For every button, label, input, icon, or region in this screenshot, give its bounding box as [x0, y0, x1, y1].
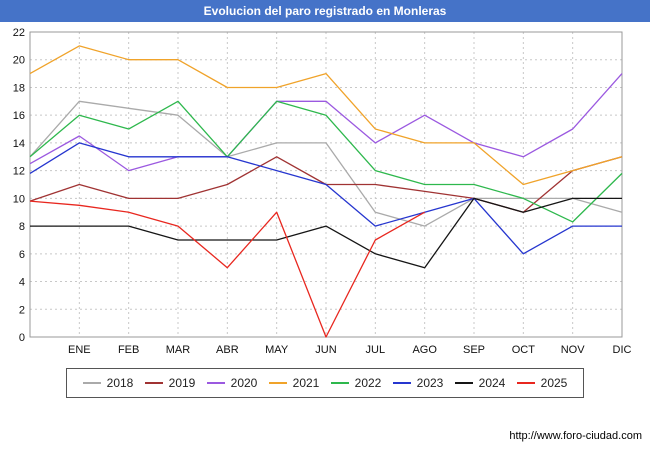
y-tick-label: 18 [13, 82, 25, 94]
chart-area: 0 2 4 6 8 10 12 14 16 18 20 22 ENE FEB MAR ABR MAY JUN JUL… [0, 22, 650, 362]
x-tick-label: DIC [613, 344, 632, 356]
y-tick-label: 10 [13, 193, 25, 205]
legend-swatch-2019 [144, 382, 163, 384]
y-tick-label: 0 [19, 332, 25, 344]
legend-item-2019: 2019 [144, 376, 196, 390]
line-chart: 0 2 4 6 8 10 12 14 16 18 20 22 ENE FEB MAR ABR MAY JUN JUL… [13, 27, 632, 356]
x-tick-label: ABR [216, 344, 239, 356]
y-tick-label: 22 [13, 27, 25, 39]
y-tick-label: 8 [19, 221, 25, 233]
x-tick-label: OCT [512, 344, 536, 356]
series-line-2024 [30, 197, 622, 269]
y-tick-label: 6 [19, 249, 25, 261]
legend-item-2020: 2020 [206, 376, 258, 390]
series-line-2025 [29, 200, 426, 338]
legend-swatch-2020 [206, 382, 225, 384]
legend-label-2019: 2019 [168, 376, 196, 390]
legend-label-2025: 2025 [540, 376, 568, 390]
y-tick-label: 16 [13, 110, 25, 122]
legend-item-2023: 2023 [392, 376, 444, 390]
legend-label-2024: 2024 [478, 376, 506, 390]
legend-item-2018: 2018 [82, 376, 134, 390]
y-tick-label: 12 [13, 166, 25, 178]
x-tick-label: JUL [366, 344, 386, 356]
chart-title: Evolucion del paro registrado en Monlera… [0, 0, 650, 22]
x-tick-label: AGO [412, 344, 437, 356]
legend-swatch-2023 [392, 382, 411, 384]
x-tick-label: SEP [463, 344, 485, 356]
y-tick-label: 4 [19, 277, 25, 289]
x-tick-label: FEB [118, 344, 139, 356]
legend-label-2022: 2022 [354, 376, 382, 390]
series-line-2020 [29, 73, 623, 172]
legend-label-2023: 2023 [416, 376, 444, 390]
legend-swatch-2024 [454, 382, 473, 384]
x-tick-label: JUN [315, 344, 336, 356]
legend-swatch-2022 [330, 382, 349, 384]
y-tick-label: 20 [13, 55, 25, 67]
legend-swatch-2018 [82, 382, 101, 384]
legend-item-2021: 2021 [268, 376, 320, 390]
legend-label-2020: 2020 [230, 376, 258, 390]
series-line-2022 [29, 100, 623, 223]
legend-swatch-2021 [268, 382, 287, 384]
y-tick-label: 14 [13, 138, 25, 150]
x-tick-label: ENE [68, 344, 91, 356]
x-tick-label: MAY [265, 344, 289, 356]
series-line-2023 [29, 142, 622, 255]
legend-label-2018: 2018 [106, 376, 134, 390]
y-tick-label: 2 [19, 304, 25, 316]
legend-item-2025: 2025 [516, 376, 568, 390]
footer-url-link[interactable]: http://www.foro-ciudad.com [509, 430, 642, 442]
legend-swatch-2025 [516, 382, 535, 384]
legend-label-2021: 2021 [292, 376, 320, 390]
x-tick-label: MAR [166, 344, 191, 356]
x-tick-label: NOV [561, 344, 586, 356]
chart-legend: 2018 2019 2020 2021 2022 2023 2024 2025 [66, 368, 584, 398]
legend-item-2024: 2024 [454, 376, 506, 390]
legend-item-2022: 2022 [330, 376, 382, 390]
series-line-2021 [29, 45, 623, 186]
